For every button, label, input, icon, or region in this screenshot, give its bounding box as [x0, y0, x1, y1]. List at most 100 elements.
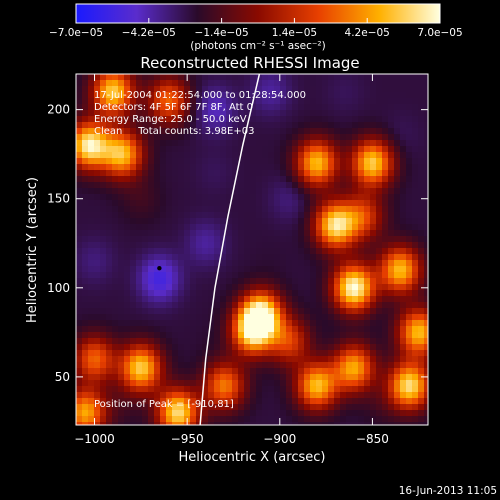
heatmap-cell	[214, 266, 221, 273]
heatmap-cell	[370, 362, 377, 369]
heatmap-cell	[88, 104, 95, 111]
heatmap-cell	[346, 98, 353, 105]
heatmap-cell	[100, 308, 107, 315]
heatmap-cell	[130, 92, 137, 99]
heatmap-cell	[364, 320, 371, 327]
heatmap-cell	[316, 242, 323, 249]
heatmap-cell	[166, 224, 173, 231]
heatmap-cell	[292, 134, 299, 141]
heatmap-cell	[82, 266, 89, 273]
heatmap-cell	[322, 380, 329, 387]
heatmap-cell	[412, 374, 419, 381]
heatmap-cell	[274, 248, 281, 255]
heatmap-cell	[376, 386, 383, 393]
heatmap-cell	[268, 236, 275, 243]
heatmap-cell	[262, 212, 269, 219]
heatmap-cell	[406, 356, 413, 363]
heatmap-cell	[106, 200, 113, 207]
heatmap-cell	[262, 332, 269, 339]
heatmap-cell	[346, 254, 353, 261]
heatmap-cell	[256, 104, 263, 111]
heatmap-cell	[172, 104, 179, 111]
heatmap-cell	[322, 374, 329, 381]
heatmap-cell	[148, 236, 155, 243]
heatmap-cell	[286, 104, 293, 111]
heatmap-cell	[220, 380, 227, 387]
heatmap-cell	[166, 302, 173, 309]
heatmap-cell	[352, 236, 359, 243]
heatmap-cell	[76, 356, 83, 363]
heatmap-cell	[334, 80, 341, 87]
heatmap-cell	[334, 164, 341, 171]
heatmap-cell	[310, 92, 317, 99]
heatmap-cell	[226, 164, 233, 171]
heatmap-cell	[196, 344, 203, 351]
heatmap-cell	[112, 290, 119, 297]
heatmap-cell	[88, 260, 95, 267]
heatmap-cell	[400, 416, 407, 423]
heatmap-cell	[250, 158, 257, 165]
heatmap-cell	[100, 368, 107, 375]
heatmap-cell	[214, 230, 221, 237]
heatmap-cell	[220, 80, 227, 87]
heatmap-cell	[118, 302, 125, 309]
heatmap-cell	[112, 128, 119, 135]
heatmap-cell	[160, 134, 167, 141]
heatmap-cell	[340, 314, 347, 321]
heatmap-cell	[244, 80, 251, 87]
heatmap-cell	[316, 338, 323, 345]
heatmap-cell	[274, 218, 281, 225]
heatmap-cell	[412, 416, 419, 423]
heatmap-cell	[376, 122, 383, 129]
heatmap-cell	[256, 380, 263, 387]
heatmap-cell	[316, 74, 323, 81]
heatmap-cell	[376, 350, 383, 357]
heatmap-cell	[382, 362, 389, 369]
heatmap-cell	[322, 194, 329, 201]
heatmap-cell	[280, 74, 287, 81]
heatmap-cell	[154, 74, 161, 81]
heatmap-cell	[328, 296, 335, 303]
heatmap-cell	[124, 302, 131, 309]
heatmap-cell	[292, 86, 299, 93]
heatmap-cell	[382, 344, 389, 351]
heatmap-cell	[412, 200, 419, 207]
heatmap-cell	[130, 242, 137, 249]
heatmap-cell	[322, 212, 329, 219]
heatmap-cell	[226, 242, 233, 249]
heatmap-cell	[154, 92, 161, 99]
heatmap-cell	[220, 308, 227, 315]
heatmap-cell	[124, 80, 131, 87]
heatmap-cell	[358, 290, 365, 297]
heatmap-cell	[334, 104, 341, 111]
heatmap-cell	[190, 242, 197, 249]
heatmap-cell	[190, 314, 197, 321]
heatmap-cell	[382, 146, 389, 153]
heatmap-cell	[244, 320, 251, 327]
heatmap-cell	[94, 290, 101, 297]
heatmap-cell	[160, 74, 167, 81]
heatmap-cell	[220, 338, 227, 345]
heatmap-cell	[322, 140, 329, 147]
heatmap-cell	[262, 362, 269, 369]
heatmap-cell	[256, 212, 263, 219]
heatmap-cell	[136, 416, 143, 423]
heatmap-cell	[358, 134, 365, 141]
heatmap-cell	[262, 398, 269, 405]
heatmap-cell	[376, 248, 383, 255]
heatmap-cell	[88, 242, 95, 249]
heatmap-cell	[400, 404, 407, 411]
heatmap-cell	[244, 206, 251, 213]
heatmap-cell	[412, 110, 419, 117]
heatmap-cell	[382, 392, 389, 399]
heatmap-cell	[196, 326, 203, 333]
heatmap-cell	[76, 308, 83, 315]
heatmap-cell	[394, 86, 401, 93]
heatmap-cell	[220, 404, 227, 411]
heatmap-cell	[88, 374, 95, 381]
heatmap-cell	[100, 104, 107, 111]
heatmap-cell	[268, 398, 275, 405]
heatmap-cell	[88, 134, 95, 141]
heatmap-cell	[334, 134, 341, 141]
heatmap-cell	[148, 188, 155, 195]
